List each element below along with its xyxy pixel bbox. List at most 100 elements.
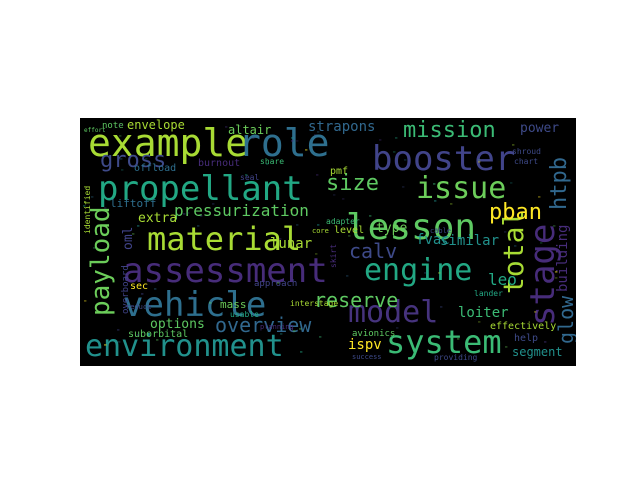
word-pressurization: pressurization [174,201,309,220]
word-system: system [386,323,502,361]
filler-mark: ▬ [333,192,336,197]
word-environment: environment [85,329,284,364]
filler-mark: ▬ [435,226,438,231]
filler-mark: ▬ [277,280,280,285]
word-reserve: reserve [314,288,399,312]
filler-mark: ▬ [342,196,345,201]
filler-mark: ▬ [197,223,200,228]
filler-mark: ▬ [291,138,294,143]
filler-mark: ▬ [369,213,372,218]
word-glow: glow [554,295,576,344]
word-providing: providing [434,353,478,362]
filler-mark: ▬ [137,332,140,337]
word-gross: gross [100,148,167,173]
filler-mark: ▬ [119,122,122,127]
filler-mark: ▬ [553,223,556,228]
filler-mark: ▬ [540,240,543,245]
word-note: note [102,121,124,131]
word-core: core [312,227,329,235]
filler-mark: ▬ [440,304,443,309]
word-assessment: assessment [123,251,328,291]
filler-mark: ▬ [379,137,382,142]
word-level: level [334,225,365,236]
filler-mark: ▬ [290,207,293,212]
word-approach: approach [254,279,298,289]
filler-mark: ▬ [277,185,280,190]
word-building: building [555,224,571,292]
word-lunar: lunar [270,236,313,252]
filler-mark: ▬ [538,194,541,199]
word-help: help [514,333,539,344]
filler-mark: ▬ [478,157,481,162]
word-cable: cable [430,227,452,235]
filler-mark: ▬ [393,149,396,154]
word-model: model [348,295,439,330]
filler-mark: ▬ [280,331,283,336]
filler-mark: ▬ [315,251,318,256]
word-similar: similar [440,233,500,249]
word-ispv: ispv [348,337,382,353]
filler-mark: ▬ [544,339,547,344]
filler-mark: ▬ [555,269,558,274]
filler-mark: ▬ [319,334,322,339]
word-effectively: effectively [490,321,557,332]
filler-mark: ▬ [314,132,317,137]
filler-mark: ▬ [348,233,351,238]
filler-mark: ▬ [266,161,269,166]
filler-mark: ▬ [317,222,320,227]
word-mass: mass [220,298,247,311]
filler-mark: ▬ [190,188,193,193]
filler-mark: ▬ [170,217,173,222]
word-interstage: interstage [290,299,339,308]
filler-mark: ▬ [510,180,513,185]
filler-mark: ▬ [300,349,303,354]
word-calv: calv [349,239,398,263]
filler-mark: ▬ [141,291,144,296]
word-role: role [238,121,330,165]
filler-mark: ▬ [395,135,398,140]
filler-mark: ▬ [93,245,96,250]
word-size: size [326,171,379,196]
filler-mark: ▬ [346,273,349,278]
filler-mark: ▬ [478,319,481,324]
word-adapter: adapter [326,217,360,226]
filler-mark: ▬ [121,167,124,172]
filler-mark: ▬ [438,270,441,275]
filler-mark: ▬ [200,213,203,218]
word-overview: overview [215,313,312,337]
word-booster: booster [372,139,516,179]
filler-mark: ▬ [457,336,460,341]
word-burnout: burnout [198,158,241,169]
filler-mark: ▬ [296,138,299,143]
filler-mark: ▬ [83,203,86,208]
filler-mark: ▬ [183,211,186,216]
word-effort: effort [84,127,106,134]
word-mission: mission [403,118,496,143]
word-pban: pban [489,200,542,225]
filler-mark: ▬ [505,344,508,349]
word-strapons: strapons [308,119,376,135]
filler-mark: ▬ [193,295,196,300]
word-avionics: avionics [352,329,396,339]
word-power: power [520,121,560,136]
filler-mark: ▬ [91,194,94,199]
filler-mark: ▬ [209,300,212,305]
word-reduce: reduce [126,303,152,311]
word-planning: planning [260,323,294,331]
word-chart: chart [514,157,539,166]
word-usable: usable [230,310,259,319]
word-type: type [376,221,408,236]
filler-mark: ▬ [317,129,320,134]
filler-mark: ▬ [427,258,430,263]
filler-mark: ▬ [555,275,558,280]
word-lesson: lesson [346,207,477,248]
word-success: success [352,353,382,361]
filler-mark: ▬ [293,328,296,333]
word-seal: seal [240,173,260,182]
filler-mark: ▬ [104,342,107,347]
filler-mark: ▬ [154,286,157,291]
word-extra: extra [138,211,178,226]
filler-mark: ▬ [252,135,255,140]
filler-mark: ▬ [279,236,282,241]
filler-mark: ▬ [291,135,294,140]
